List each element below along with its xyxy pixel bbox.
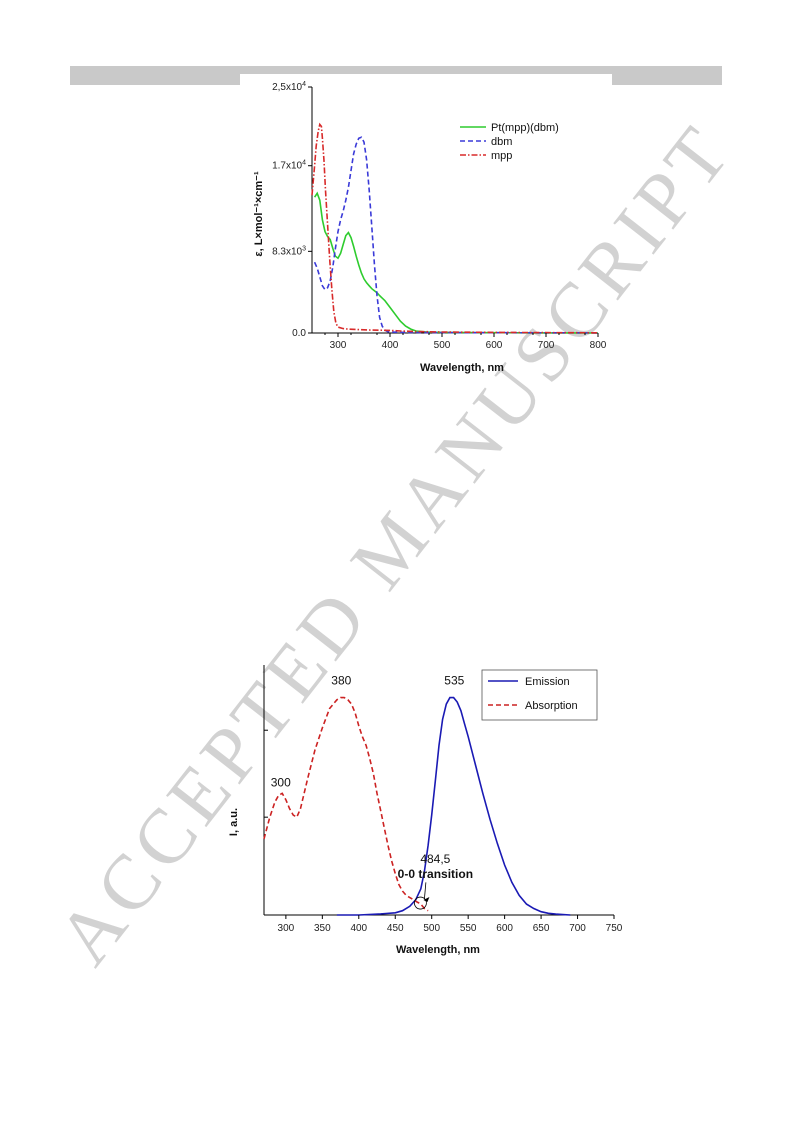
chart2-legend-label: Absorption — [525, 700, 578, 712]
transition-arrow — [424, 882, 427, 900]
chart1-x-tick-label: 600 — [486, 340, 503, 351]
chart2-series-emission — [336, 696, 571, 916]
chart2-x-tick-label: 750 — [606, 923, 623, 934]
chart2-annotation: 0-0 transition — [398, 867, 473, 881]
chart1-y-tick-label: 1.7x104 — [272, 160, 306, 172]
chart1-legend: Pt(mpp)(dbm) dbm mpp — [460, 122, 559, 162]
chart2-x-tick-label: 500 — [423, 923, 440, 934]
chart1-x-axis-label: Wavelength, nm — [420, 362, 504, 374]
absorption-spectra-chart: 300 400 500 600 700 800 0.0 8.3x103 1.7x104 2,5x1… — [253, 81, 607, 374]
chart2-ticks: 300 350 400 450 500 550 600 650 700 750 — [278, 915, 623, 934]
chart1-y-tick-label: 0.0 — [292, 328, 306, 339]
chart1-y-axis-label: ε, L×mol⁻¹×cm⁻¹ — [253, 171, 265, 257]
chart2-series-group — [263, 696, 571, 916]
chart1-y-tick-label: 8.3x103 — [272, 245, 306, 257]
chart2-annotation: 300 — [271, 776, 291, 790]
chart2-annotation: 535 — [444, 674, 464, 688]
chart1-x-tick-label: 400 — [382, 340, 399, 351]
chart2-annotations: 300 380 535 484,50-0 transition — [271, 674, 473, 910]
chart2-y-axis-label: I, a.u. — [228, 808, 240, 836]
chart1-series-group — [311, 122, 599, 334]
chart2-x-tick-label: 300 — [278, 923, 295, 934]
chart1-legend-label: mpp — [491, 150, 512, 162]
chart2-x-tick-label: 400 — [350, 923, 367, 934]
watermark: ACCEPTED MANUSCRIPT — [40, 107, 748, 980]
chart1-legend-label: dbm — [491, 136, 512, 148]
chart1-legend-label: Pt(mpp)(dbm) — [491, 122, 559, 134]
chart1-series-mpp — [311, 122, 599, 334]
figure-top-mask — [240, 74, 612, 85]
chart1-x-tick-label: 500 — [434, 340, 451, 351]
emission-absorption-chart: 300 350 400 450 500 550 600 650 700 750 Wavelengt… — [228, 665, 623, 956]
chart2-legend-label: Emission — [525, 676, 570, 688]
chart1-series-dbm — [313, 136, 599, 334]
chart2-x-tick-label: 600 — [496, 923, 513, 934]
transition-arrowhead — [423, 897, 430, 903]
chart2-annotation: 380 — [331, 674, 351, 688]
chart1-x-tick-label: 700 — [538, 340, 555, 351]
watermark-text: ACCEPTED MANUSCRIPT — [40, 107, 748, 980]
chart2-series-absorption — [263, 696, 429, 912]
transition-circle — [414, 896, 427, 910]
chart2-x-tick-label: 450 — [387, 923, 404, 934]
chart2-legend-box — [481, 669, 598, 721]
chart1-ticks: 300 400 500 600 700 800 0.0 8.3x103 1.7x104 2,5x1… — [272, 81, 607, 351]
chart1-x-tick-label: 300 — [330, 340, 347, 351]
chart2-x-axis-label: Wavelength, nm — [396, 944, 480, 956]
chart1-y-tick-label: 2,5x104 — [272, 81, 306, 93]
chart2-x-tick-label: 650 — [533, 923, 550, 934]
chart2-x-tick-label: 350 — [314, 923, 331, 934]
chart2-legend: Emission Absorption — [481, 669, 598, 721]
chart2-x-tick-label: 550 — [460, 923, 477, 934]
chart1-x-tick-label: 800 — [590, 340, 607, 351]
chart2-annotation: 484,5 — [420, 852, 450, 866]
chart2-x-tick-label: 700 — [569, 923, 586, 934]
